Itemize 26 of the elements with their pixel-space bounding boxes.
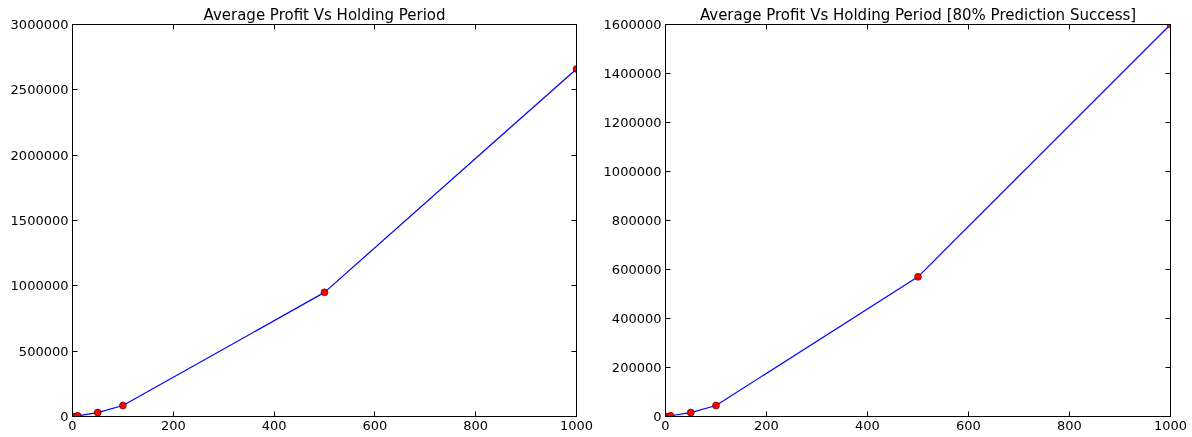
y-tick-label: 3000000 — [10, 17, 69, 32]
y-tick-label: 1200000 — [603, 115, 662, 130]
x-tick-label: 600 — [956, 417, 981, 433]
y-tick-label: 800000 — [611, 213, 662, 228]
chart-title: Average Profit Vs Holding Period [80% Prediction Success] — [699, 5, 1137, 24]
x-tick-label: 1000 — [559, 417, 594, 433]
y-tick-label: 2000000 — [10, 147, 69, 163]
x-tick-label: 400 — [855, 417, 880, 433]
y-tick-label: 600000 — [611, 262, 662, 277]
x-tick-label: 200 — [754, 417, 779, 433]
y-tick-label: 400000 — [611, 311, 662, 326]
x-tick-label: 600 — [362, 417, 388, 433]
x-tick-label: 1000 — [1153, 417, 1188, 433]
x-tick-label: 400 — [261, 417, 287, 433]
y-tick-label: 500000 — [18, 343, 69, 359]
chart-title: Average Profit Vs Holding Period — [203, 5, 446, 24]
x-tick-label: 800 — [1057, 417, 1082, 433]
y-tick-label: 1500000 — [10, 213, 69, 228]
y-tick-label: 1400000 — [603, 66, 662, 81]
y-tick-label: 1600000 — [603, 17, 662, 32]
y-tick-label: 200000 — [611, 360, 662, 375]
y-tick-label: 1000000 — [603, 164, 662, 179]
y-tick-label: 2500000 — [10, 82, 69, 98]
x-tick-label: 800 — [463, 417, 489, 433]
y-tick-label: 1000000 — [10, 278, 69, 294]
x-tick-label: 200 — [160, 417, 186, 433]
